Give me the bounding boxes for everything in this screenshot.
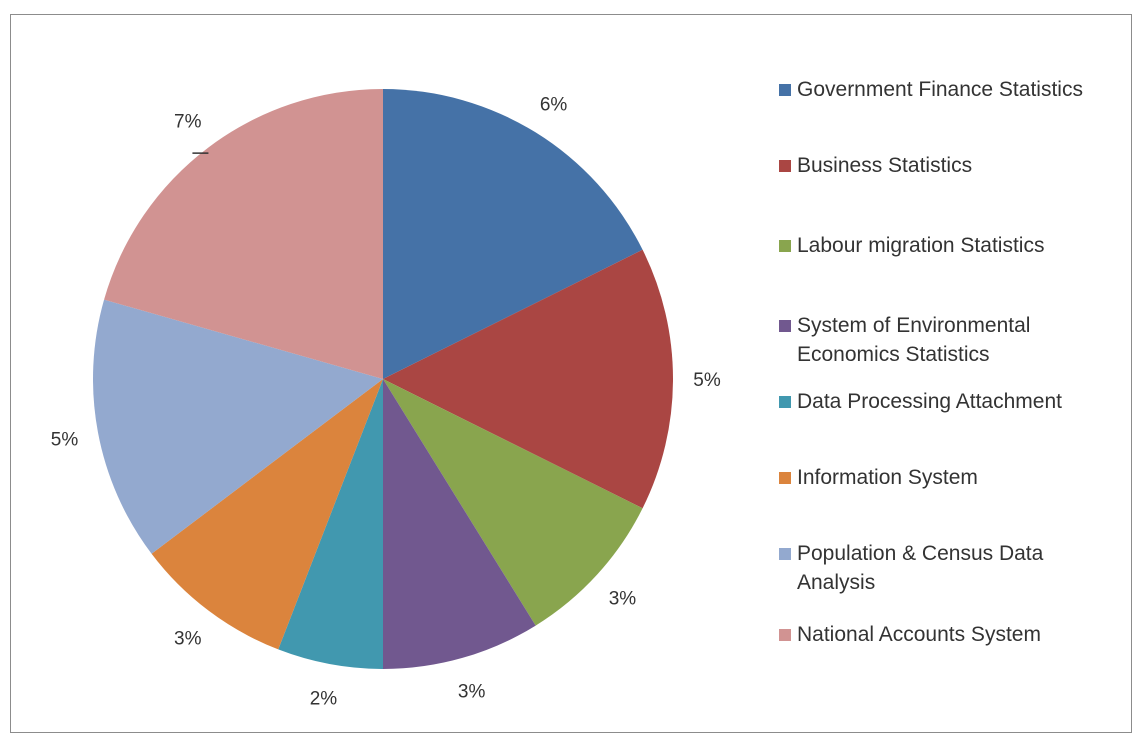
legend-swatch <box>779 548 791 560</box>
data-label-1: 6% <box>540 95 568 116</box>
legend-swatch <box>779 160 791 172</box>
pie-slice-6 <box>151 379 383 650</box>
legend-label: Government Finance Statistics <box>797 78 1083 101</box>
legend-item-national-accounts: National Accounts System <box>779 620 1041 649</box>
legend-item-environmental-economics: System of Environmental Economics Statis… <box>779 311 1047 369</box>
pie-slice-5 <box>278 379 383 669</box>
legend-item-business: Business Statistics <box>779 151 972 180</box>
chart-area: 6% 5% 3% 3% 2% 3% 5% 7% Government Finance Stat… <box>10 14 1132 733</box>
pie-slice-7 <box>93 299 383 554</box>
legend-label: Business Statistics <box>797 154 973 177</box>
data-label-7: 5% <box>51 430 79 451</box>
data-label-8: 7% <box>174 111 202 132</box>
legend-item-government-finance: Government Finance Statistics <box>779 75 1083 104</box>
legend-label: Information System <box>797 466 978 489</box>
legend-swatch <box>779 84 791 96</box>
legend-label: National Accounts System <box>797 623 1041 646</box>
legend-label: Data Processing Attachment <box>797 390 1062 413</box>
legend-item-population-census: Population & Census Data Analysis <box>779 539 1077 597</box>
legend-swatch <box>779 240 791 252</box>
data-label-3: 3% <box>609 588 637 609</box>
legend-item-data-processing: Data Processing Attachment <box>779 387 1062 416</box>
data-label-2: 5% <box>693 370 721 391</box>
pie-slice-1 <box>383 89 643 379</box>
pie-slice-3 <box>383 379 643 626</box>
pie-chart: 6% 5% 3% 3% 2% 3% 5% 7% <box>51 89 721 709</box>
legend-swatch <box>779 472 791 484</box>
legend-label: Labour migration Statistics <box>797 234 1045 257</box>
pie-slice-2 <box>383 249 673 509</box>
legend-swatch <box>779 320 791 332</box>
legend-swatch <box>779 629 791 641</box>
pie-slice-8 <box>104 89 384 379</box>
legend-label: Population & Census Data Analysis <box>797 542 1044 594</box>
legend-label: System of Environmental Economics Statis… <box>797 314 1031 366</box>
legend-item-information-system: Information System <box>779 463 978 492</box>
legend-item-labour-migration: Labour migration Statistics <box>779 231 1044 260</box>
data-label-6: 3% <box>174 629 202 650</box>
pie-slice-4 <box>383 379 536 669</box>
data-label-5: 2% <box>310 688 338 709</box>
legend-swatch <box>779 396 791 408</box>
data-label-4: 3% <box>458 682 486 703</box>
